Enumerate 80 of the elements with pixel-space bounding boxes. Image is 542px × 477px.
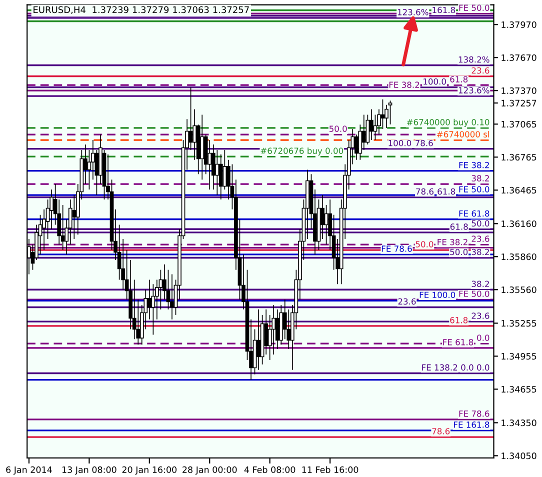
- annotation: FE 61.8: [443, 339, 474, 346]
- candlestick: [362, 114, 366, 150]
- annotation: 61.8: [450, 317, 468, 324]
- annotation: FE 50.0: [459, 4, 490, 11]
- candlestick: [188, 86, 193, 150]
- annotation: FE 38.2: [459, 162, 489, 168]
- y-tick-label: 1.35860: [502, 253, 536, 260]
- candlestick: [200, 114, 204, 180]
- annotation: 61.8: [450, 224, 468, 230]
- annotation: 161.8: [432, 6, 456, 14]
- candlestick: [388, 100, 392, 125]
- annotation: 78.6: [432, 428, 450, 434]
- x-tick-label: 28 Jan 00:00: [182, 466, 237, 475]
- candlestick: [170, 274, 174, 320]
- annotation: 0.0 0.0: [461, 364, 490, 371]
- candlestick: [222, 150, 227, 190]
- annotation: FE 161.8: [454, 422, 490, 428]
- y-tick-label: 1.37970: [502, 21, 536, 28]
- candlestick: [380, 98, 385, 130]
- annotation: FE 138.2: [422, 364, 458, 371]
- annotation: FE 50.0: [459, 186, 490, 192]
- annotation: 100.0: [424, 78, 446, 85]
- y-tick-label: 1.37065: [502, 120, 536, 128]
- annotation: FE 38.2: [438, 238, 468, 246]
- y-tick-label: 1.34050: [502, 452, 536, 460]
- annotation: 23.6: [398, 298, 416, 305]
- annotation: 50.0: [416, 241, 434, 248]
- candlestick: [208, 140, 212, 190]
- annotation: 50.0: [472, 220, 490, 227]
- candlestick: [370, 108, 374, 140]
- x-tick-label: 11 Feb 16:00: [302, 466, 358, 474]
- annotation: 78.6: [416, 140, 433, 146]
- annotation: 38.2: [472, 280, 489, 288]
- annotation: 38.2: [472, 248, 489, 256]
- annotation: FE 50.0: [459, 290, 490, 297]
- annotation: FE 78.6: [459, 410, 490, 417]
- annotation: 50.0: [450, 248, 468, 256]
- annotation: FE 78.6: [382, 246, 412, 252]
- annotation: FE 100.0: [420, 292, 456, 298]
- y-tick-label: 1.37670: [502, 54, 536, 62]
- annotation: 123.6%: [398, 9, 428, 16]
- candlestick: [218, 154, 223, 200]
- candlestick: [215, 150, 220, 196]
- annotation: #6720676 buy 0.00: [260, 147, 344, 156]
- annotation: 38.2: [472, 175, 489, 182]
- annotation: 123.6%: [458, 87, 490, 94]
- annotation: 100.0: [388, 140, 412, 146]
- y-tick-label: 1.34350: [502, 420, 536, 426]
- annotation: 23.6: [472, 312, 490, 319]
- annotation: #6740000 sl: [437, 130, 489, 138]
- y-tick-label: 1.35255: [502, 320, 536, 327]
- annotation: 138.2%: [458, 56, 490, 63]
- y-tick-label: 1.37370: [502, 87, 536, 94]
- annotation: 61.8: [450, 76, 468, 82]
- annotation: 50.0: [329, 126, 347, 132]
- annotation: FE 38.2: [389, 82, 420, 88]
- x-tick-label: 4 Feb 08:00: [244, 466, 296, 474]
- candlestick: [72, 194, 76, 240]
- annotation: 0.0: [477, 334, 490, 341]
- y-tick-label: 1.36765: [502, 154, 536, 161]
- candlestick: [147, 279, 152, 320]
- candlestick: [256, 309, 260, 370]
- y-tick-label: 1.34955: [502, 353, 536, 360]
- y-tick-label: 1.37257: [502, 100, 536, 106]
- candlestick: [324, 204, 328, 245]
- candlestick: [151, 284, 156, 336]
- y-tick-label: 1.34655: [502, 386, 536, 393]
- y-tick-label: 1.36465: [502, 186, 536, 194]
- y-tick-label: 1.35560: [502, 286, 536, 294]
- y-tick-label: 1.36160: [502, 220, 536, 228]
- annotation: FE 61.8: [459, 210, 490, 217]
- annotation: #6740000 buy 0.10: [406, 118, 490, 127]
- annotation: 78.6: [416, 188, 434, 195]
- x-tick-label: 20 Jan 16:00: [122, 466, 177, 475]
- annotation: 23.6: [472, 236, 490, 242]
- annotation: 61.8: [438, 188, 456, 195]
- chart-title: EURUSD,H4 1.37239 1.37279 1.37063 1.37257: [34, 6, 249, 14]
- x-tick-label: 13 Jan 08:00: [62, 466, 116, 475]
- x-tick-label: 6 Jan 2014: [6, 466, 52, 475]
- annotation: 23.6: [472, 67, 490, 74]
